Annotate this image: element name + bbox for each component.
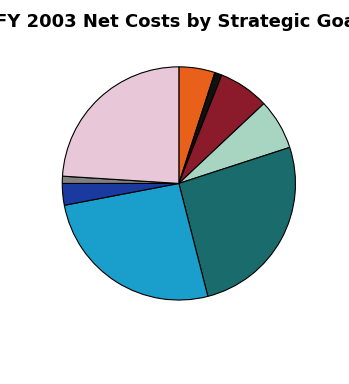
Wedge shape: [179, 147, 296, 296]
Wedge shape: [62, 67, 179, 184]
Wedge shape: [179, 104, 290, 184]
Wedge shape: [179, 73, 222, 184]
Wedge shape: [64, 184, 208, 300]
Wedge shape: [62, 176, 179, 184]
Title: FY 2003 Net Costs by Strategic Goal: FY 2003 Net Costs by Strategic Goal: [0, 13, 349, 31]
Wedge shape: [62, 184, 179, 205]
Wedge shape: [179, 67, 215, 184]
Wedge shape: [179, 75, 264, 184]
